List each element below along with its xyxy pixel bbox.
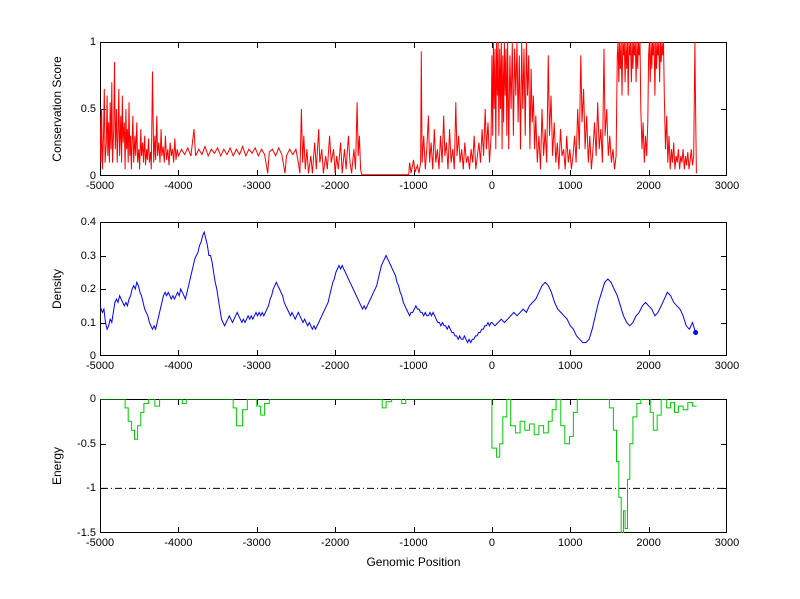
- x-tick-label: 1000: [558, 360, 583, 372]
- x-tick-label: 2000: [636, 180, 661, 192]
- x-tick-label: -5000: [85, 180, 115, 192]
- x-tick-label: -5000: [85, 360, 115, 372]
- x-tick-label: -4000: [164, 180, 193, 192]
- axes-conservation: [100, 42, 727, 176]
- x-tick-label: -1000: [399, 180, 428, 192]
- ylabel-energy: Energy: [50, 446, 64, 486]
- series-line-density: [100, 230, 697, 344]
- series-line-conservation: [100, 42, 697, 176]
- y-tick-label: 1: [89, 36, 96, 48]
- series-end-marker: [693, 330, 699, 335]
- y-tick-label: 0.1: [80, 316, 96, 329]
- x-tick-label: 0: [488, 537, 495, 549]
- x-tick-label: 2000: [636, 360, 661, 372]
- x-tick-label: 0: [488, 180, 495, 192]
- y-tick-label: 0.3: [80, 249, 96, 262]
- x-tick-label: 1000: [558, 180, 583, 192]
- x-tick-label: -3000: [242, 360, 271, 372]
- y-tick-label: -0.5: [77, 437, 96, 450]
- x-tick-label: -3000: [242, 537, 271, 549]
- x-tick-label: 3000: [714, 180, 740, 192]
- x-tick-label: -2000: [321, 180, 350, 192]
- series-line-energy: [100, 399, 697, 533]
- x-tick-label: 2000: [636, 537, 661, 549]
- x-tick-label: 0: [488, 360, 495, 372]
- y-tick-label: 0: [89, 350, 96, 362]
- y-tick-label: -1.5: [77, 527, 96, 539]
- x-tick-label: -1000: [399, 537, 428, 549]
- y-tick-label: 0.4: [80, 216, 96, 228]
- y-tick-label: -1: [86, 482, 96, 495]
- x-tick-label: -1000: [399, 360, 428, 372]
- x-tick-label: -2000: [321, 537, 350, 549]
- axes-energy: [100, 399, 727, 533]
- y-tick-label: 0: [89, 393, 96, 405]
- x-tick-label: -4000: [164, 537, 193, 549]
- x-tick-label: -5000: [85, 537, 115, 549]
- x-tick-label: -2000: [321, 360, 350, 372]
- x-tick-label: 3000: [714, 360, 740, 372]
- y-tick-label: 0.5: [80, 103, 96, 115]
- axes-density: [100, 222, 727, 356]
- tick-marks: [100, 222, 726, 355]
- x-tick-label: -3000: [242, 180, 271, 192]
- x-tick-label: 3000: [714, 537, 740, 549]
- x-tick-label: -4000: [164, 360, 193, 372]
- axes-box: [100, 222, 727, 356]
- x-tick-label: 1000: [558, 537, 583, 549]
- y-tick-label: 0: [89, 170, 96, 182]
- y-tick-label: 0.2: [80, 283, 96, 295]
- xlabel-genomic-position: Genomic Position: [366, 555, 461, 569]
- axes-box: [100, 42, 727, 176]
